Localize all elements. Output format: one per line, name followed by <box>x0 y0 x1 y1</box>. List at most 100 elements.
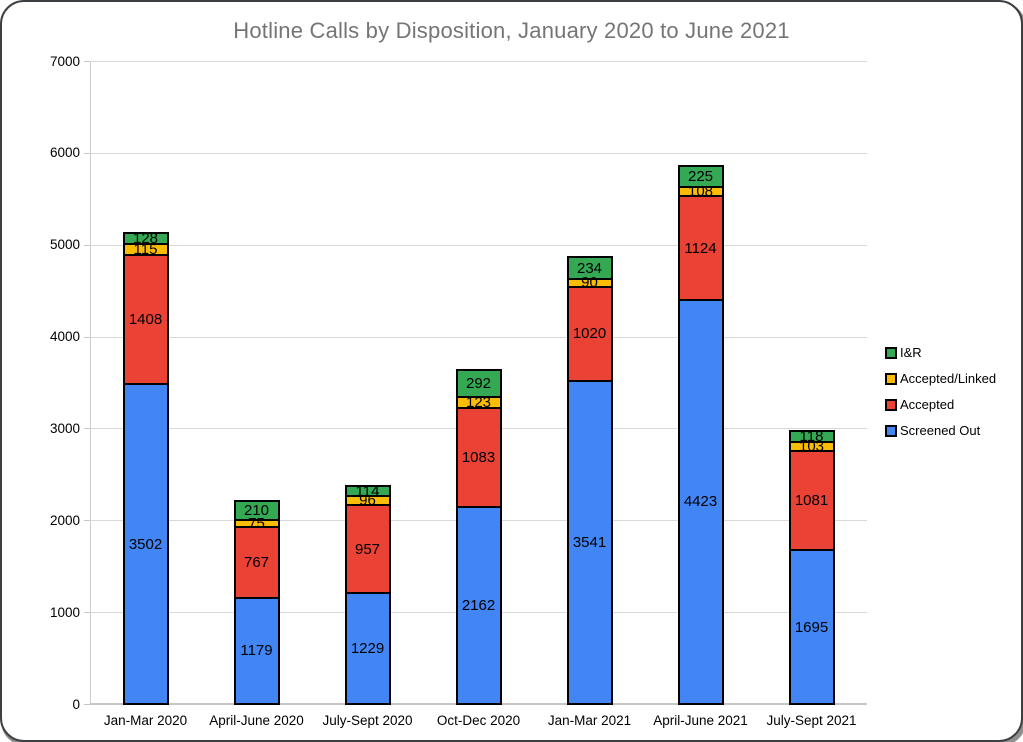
x-tick-label: July-Sept 2021 <box>766 713 857 728</box>
y-tick-label: 4000 <box>49 329 80 345</box>
y-axis-tick <box>84 244 90 246</box>
legend-label: I&R <box>900 345 922 360</box>
bar-segment: 1408 <box>122 254 169 384</box>
stacked-bar: 3502 1408 115 128 <box>122 230 169 705</box>
bar-segment: 3502 <box>122 383 169 705</box>
bar-segment: 292 <box>455 368 502 396</box>
bar-segment: 1229 <box>344 592 391 705</box>
legend: I&R Accepted/Linked Accepted Screened Out <box>885 346 996 437</box>
legend-swatch-icon <box>885 424 897 437</box>
y-axis-tick <box>84 336 90 338</box>
legend-label: Screened Out <box>900 423 981 438</box>
y-tick-label: 2000 <box>49 512 80 528</box>
segment-value-label: 128 <box>132 230 159 248</box>
segment-value-label: 957 <box>354 540 381 558</box>
segment-value-label: 1229 <box>350 640 385 658</box>
bar-segment: 1083 <box>455 406 502 507</box>
bar-segment: 210 <box>233 500 280 520</box>
gridline <box>90 152 867 154</box>
bar-segment: 114 <box>344 484 391 499</box>
bar-segment: 1124 <box>677 195 724 299</box>
chart-title: Hotline Calls by Disposition, January 20… <box>233 18 790 43</box>
segment-value-label: 210 <box>243 502 270 520</box>
legend-item: Screened Out <box>885 424 996 437</box>
y-tick-label: 3000 <box>49 420 80 436</box>
x-tick-label: Oct-Dec 2020 <box>436 713 521 728</box>
segment-value-label: 225 <box>687 167 714 185</box>
stacked-bar: 1695 1081 103 118 <box>788 427 835 705</box>
segment-value-label: 1408 <box>128 311 163 329</box>
legend-swatch-icon <box>885 372 897 385</box>
gridline <box>90 244 867 246</box>
segment-value-label: 1695 <box>794 618 829 636</box>
segment-value-label: 3502 <box>128 535 163 553</box>
plot-area: 0 1000 2000 3000 4000 5000 6000 7000 3502 1408 115… <box>50 54 867 728</box>
x-tick-label: April-June 2021 <box>653 713 748 728</box>
gridline <box>90 336 867 338</box>
stacked-bar: 3541 1020 90 234 <box>566 256 613 705</box>
legend-item: I&R <box>885 346 996 359</box>
segment-value-label: 4423 <box>683 493 718 511</box>
bar-segment: 3541 <box>566 379 613 705</box>
bar-segment: 103 <box>788 439 835 454</box>
segment-value-label: 2162 <box>461 597 496 615</box>
bar-segment: 118 <box>788 427 835 445</box>
segment-value-label: 1179 <box>240 642 273 660</box>
x-tick-label: Jan-Mar 2020 <box>103 713 188 728</box>
bar-segment: 90 <box>566 275 613 290</box>
legend-swatch-icon <box>885 346 897 359</box>
segment-value-label: 767 <box>243 553 270 571</box>
bar-segment: 957 <box>344 504 391 593</box>
legend-item: Accepted <box>885 398 996 411</box>
y-tick-label: 6000 <box>49 145 80 161</box>
y-tick-label: 1000 <box>49 604 80 620</box>
bar-segment: 128 <box>122 230 169 248</box>
y-axis-tick <box>84 612 90 614</box>
stacked-bar: 1179 767 75 210 <box>233 500 280 705</box>
gridline <box>90 61 867 62</box>
legend-swatch-icon <box>885 398 897 411</box>
bar-segment: 108 <box>677 184 724 199</box>
bar-segment: 4423 <box>677 298 724 705</box>
bar-segment: 2162 <box>455 506 502 705</box>
legend-label: Accepted <box>900 397 955 412</box>
bar-segment: 123 <box>455 393 502 411</box>
bar-segment: 234 <box>566 256 613 278</box>
segment-value-label: 3541 <box>572 533 607 551</box>
legend-item: Accepted/Linked <box>885 372 996 385</box>
segment-value-label: 1081 <box>794 492 829 510</box>
y-tick-label: 0 <box>72 696 80 712</box>
y-axis-tick <box>84 152 90 154</box>
segment-value-label: 115 <box>133 241 158 259</box>
y-axis-tick <box>84 428 90 430</box>
x-tick-label: July-Sept 2020 <box>322 713 413 728</box>
bar-segment: 96 <box>344 493 391 508</box>
segment-value-label: 1124 <box>684 239 717 257</box>
bar-segment: 767 <box>233 526 280 597</box>
y-axis-tick <box>84 520 90 522</box>
bar-segment: 1020 <box>566 286 613 380</box>
y-tick-label: 5000 <box>49 237 80 253</box>
segment-value-label: 292 <box>465 374 492 392</box>
segment-value-label: 234 <box>576 259 603 277</box>
stacked-bar: 4423 1124 108 225 <box>677 164 724 705</box>
bar-segment: 1695 <box>788 549 835 705</box>
x-tick-label: April-June 2020 <box>209 713 304 728</box>
stacked-bar: 2162 1083 123 292 <box>455 368 502 705</box>
bar-segment: 115 <box>122 241 169 259</box>
bar-segment: 1081 <box>788 450 835 550</box>
legend-label: Accepted/Linked <box>900 371 997 386</box>
y-axis-tick <box>84 61 90 62</box>
segment-value-label: 114 <box>355 482 380 500</box>
bar-segment: 75 <box>233 516 280 531</box>
stacked-bar: 1229 957 96 114 <box>344 484 391 705</box>
segment-value-label: 118 <box>799 427 824 445</box>
segment-value-label: 1083 <box>461 449 496 467</box>
bar-segment: 1179 <box>233 596 280 705</box>
segment-value-label: 123 <box>465 393 492 411</box>
y-axis-tick <box>84 704 90 705</box>
segment-value-label: 1020 <box>572 325 607 343</box>
x-tick-label: Jan-Mar 2021 <box>547 713 632 728</box>
bar-segment: 225 <box>677 164 724 186</box>
